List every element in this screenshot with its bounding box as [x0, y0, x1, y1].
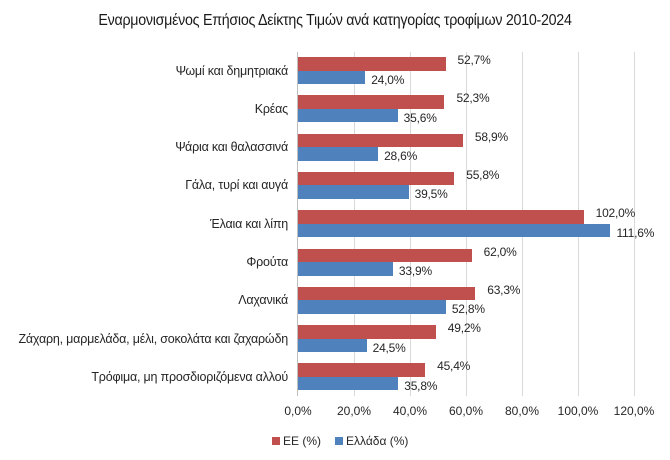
value-label-greece: 52,8%: [451, 302, 485, 317]
value-label-eu: 63,3%: [487, 282, 521, 297]
x-tick-label: 120,0%: [613, 404, 655, 418]
plot-area: 52,7% 24,0% 52,3% 35,6% 58,9% 28,6% 55,8% 39,5%…: [298, 52, 654, 396]
legend-label-greece: Ελλάδα (%): [346, 434, 409, 448]
value-label-eu: 55,8%: [466, 167, 500, 182]
category-label: Τρόφιμα, μη προσδιοριζόμενα αλλού: [91, 369, 288, 384]
category-label: Ζάχαρη, μαρμελάδα, μέλι, σοκολάτα και ζα…: [18, 331, 288, 346]
legend-swatch-eu: [272, 437, 280, 445]
category-label: Λαχανικά: [238, 293, 288, 308]
value-label-greece: 24,0%: [371, 72, 405, 87]
bar-eu: [298, 210, 584, 224]
bar-eu: [298, 286, 476, 301]
legend-swatch-greece: [335, 437, 344, 445]
bar-greece: [298, 376, 399, 391]
value-label-greece: 111,6%: [616, 225, 655, 240]
legend-item-greece: Ελλάδα (%): [335, 434, 408, 448]
category-label: Ψάρια και θαλασσινά: [175, 140, 288, 155]
legend: ΕΕ (%) Ελλάδα (%): [272, 434, 408, 448]
category-label: Φρούτα: [246, 255, 288, 269]
x-tick-label: 40,0%: [392, 404, 428, 418]
value-label-greece: 28,6%: [384, 149, 418, 164]
value-label-greece: 35,8%: [404, 378, 438, 393]
category-label: Ψωμί και δημητριακά: [175, 63, 289, 78]
legend-item-eu: ΕΕ (%): [272, 434, 321, 448]
bar-eu: [298, 95, 445, 109]
value-label-eu: 102,0%: [595, 206, 636, 221]
value-label-greece: 33,9%: [398, 264, 432, 278]
bar-eu: [298, 248, 472, 262]
value-label-eu: 52,7%: [457, 53, 491, 67]
bar-greece: [298, 262, 393, 276]
legend-label-eu: ΕΕ (%): [283, 434, 322, 448]
bar-greece: [298, 70, 366, 84]
value-label-eu: 52,3%: [456, 91, 490, 106]
gridline: [634, 52, 635, 396]
category-label: Κρέας: [254, 101, 288, 116]
y-axis-line: [297, 52, 298, 396]
chart-title: Εναρμονισμένος Επήσιος Δείκτης Τιμών ανά…: [98, 12, 572, 29]
x-tick-label: 0,0%: [284, 404, 312, 418]
value-label-eu: 62,0%: [483, 244, 517, 259]
bar-eu: [298, 363, 426, 377]
bar-greece: [298, 147, 379, 161]
bar-greece: [298, 223, 611, 238]
x-tick-label: 20,0%: [336, 404, 372, 418]
bar-greece: [298, 300, 446, 314]
value-label-eu: 45,4%: [437, 359, 471, 374]
value-label-greece: 24,5%: [372, 340, 406, 355]
value-label-eu: 58,9%: [474, 129, 508, 144]
category-label: Έλαια και λίπη: [210, 216, 288, 231]
bar-eu: [298, 325, 436, 339]
bar-eu: [298, 133, 463, 148]
bar-eu: [298, 171, 455, 186]
bar-eu: [298, 57, 446, 71]
x-tick-label: 100,0%: [557, 404, 599, 418]
value-label-greece: 39,5%: [414, 187, 448, 202]
bar-greece: [298, 338, 367, 353]
x-tick-label: 60,0%: [448, 404, 484, 418]
value-label-greece: 35,6%: [403, 110, 437, 125]
x-tick-label: 80,0%: [504, 404, 540, 418]
bar-greece: [298, 108, 398, 123]
category-label: Γάλα, τυρί και αυγά: [185, 178, 288, 193]
value-label-eu: 49,2%: [447, 321, 481, 336]
bar-greece: [298, 185, 409, 199]
